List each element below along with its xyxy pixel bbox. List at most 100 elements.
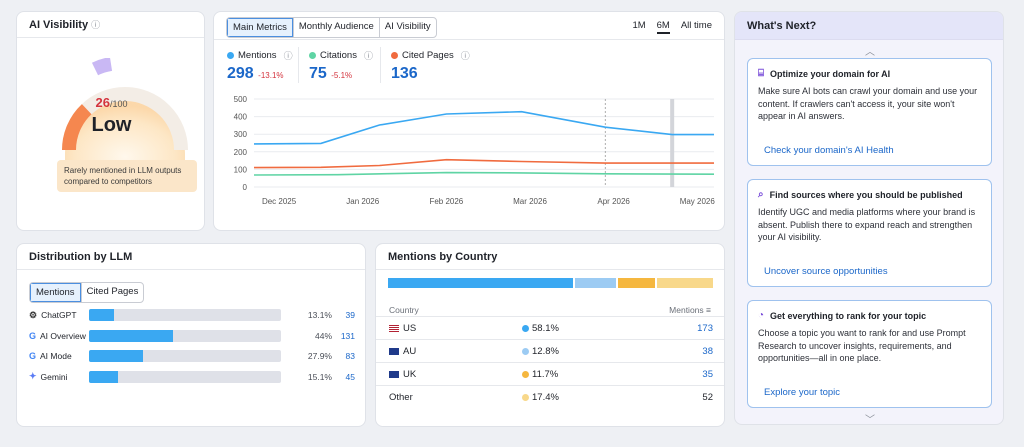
country-row[interactable]: UK 11.7% 35 bbox=[376, 362, 724, 385]
info-icon[interactable]: ⓘ bbox=[460, 51, 470, 61]
summary-mentions[interactable]: Mentions ⓘ 298 -13.1% bbox=[227, 49, 293, 83]
visibility-note: Rarely mentioned in LLM outputs compared… bbox=[57, 160, 197, 192]
x-tick-label: Mar 2026 bbox=[513, 197, 547, 206]
country-percent: 58.1% bbox=[532, 322, 559, 334]
llm-count[interactable]: 131 bbox=[340, 330, 355, 341]
llm-row[interactable]: G AI Overview 44% 131 bbox=[29, 329, 359, 343]
tab-ai-visibility[interactable]: AI Visibility bbox=[378, 18, 436, 37]
country-percent: 17.4% bbox=[532, 391, 559, 403]
whats-next-header: What's Next? bbox=[735, 12, 1003, 40]
country-bar-segment bbox=[657, 278, 713, 288]
country-count[interactable]: 38 bbox=[702, 345, 713, 357]
llm-name: AI Mode bbox=[40, 351, 72, 361]
llm-row[interactable]: ⚙ ChatGPT 13.1% 39 bbox=[29, 308, 359, 322]
score-max: /100 bbox=[109, 99, 128, 109]
series-line-mentions[interactable] bbox=[253, 110, 714, 145]
llm-bar-track bbox=[89, 329, 281, 342]
llm-percent: 13.1% bbox=[307, 310, 332, 320]
country-title: Mentions by Country bbox=[388, 250, 498, 263]
x-tick-label: Feb 2026 bbox=[429, 197, 463, 206]
country-card: Mentions by Country Country Mentions ≡ U… bbox=[375, 243, 725, 427]
search-icon: ⌕ bbox=[758, 189, 764, 200]
range-all-time[interactable]: All time bbox=[680, 20, 712, 31]
mentions-legend-dot bbox=[227, 52, 234, 59]
llm-name: Gemini bbox=[40, 371, 68, 382]
tip-card-topic: ◔ Get everything to rank for your topic C… bbox=[747, 300, 992, 408]
ai-visibility-card: AI Visibility ⓘ 26/100 Low Rarely mentio… bbox=[16, 11, 205, 231]
country-dot bbox=[522, 370, 529, 378]
chevron-up-icon[interactable]: ︿ bbox=[865, 47, 875, 58]
distribution-header: Distribution by LLM bbox=[17, 244, 365, 270]
y-tick-label: 100 bbox=[234, 165, 248, 174]
flag-icon bbox=[389, 324, 399, 332]
summary-cited-pages[interactable]: Cited Pages ⓘ 136 bbox=[391, 49, 470, 83]
country-header: Mentions by Country bbox=[376, 244, 724, 270]
series-line-cited-pages[interactable] bbox=[253, 158, 714, 169]
check-ai-health-link[interactable]: Check your domain's AI Health bbox=[764, 145, 894, 156]
country-row[interactable]: AU 12.8% 38 bbox=[376, 339, 724, 362]
summary-mentions-label: Mentions bbox=[238, 50, 277, 61]
llm-percent: 44% bbox=[314, 330, 332, 341]
llm-name: AI Overview bbox=[40, 330, 86, 341]
chatgpt-icon: ⚙ bbox=[29, 309, 38, 320]
pie-icon: ◔ bbox=[758, 310, 765, 321]
flag-icon bbox=[389, 347, 399, 355]
score-block: 26/100 Low bbox=[17, 94, 204, 137]
country-count[interactable]: 173 bbox=[697, 322, 713, 334]
tip-title-topic: Get everything to rank for your topic bbox=[770, 310, 927, 321]
country-name: US bbox=[403, 322, 417, 334]
country-percent: 12.8% bbox=[532, 345, 559, 357]
metrics-card: Main Metrics Monthly Audience AI Visibil… bbox=[213, 11, 725, 231]
tip-card-optimize: ⌸ Optimize your domain for AI Make sure A… bbox=[747, 58, 992, 166]
visibility-level: Low bbox=[91, 114, 132, 136]
llm-count[interactable]: 39 bbox=[345, 310, 355, 320]
country-count[interactable]: 35 bbox=[702, 368, 713, 380]
info-icon[interactable]: ⓘ bbox=[91, 20, 101, 30]
gemini-icon: ✦ bbox=[29, 371, 37, 381]
llm-bar-fill bbox=[89, 309, 115, 321]
google-icon: G bbox=[29, 351, 37, 361]
mentions-column-header[interactable]: Mentions ≡ bbox=[669, 305, 711, 315]
llm-bar-track bbox=[89, 370, 281, 383]
llm-bar-fill bbox=[89, 370, 118, 383]
llm-row[interactable]: G AI Mode 27.9% 83 bbox=[29, 349, 359, 363]
info-icon[interactable]: ⓘ bbox=[363, 51, 373, 61]
summary-citations[interactable]: Citations ⓘ 75 -5.1% bbox=[309, 49, 373, 83]
llm-count[interactable]: 83 bbox=[345, 351, 355, 361]
distribution-title: Distribution by LLM bbox=[29, 250, 133, 263]
tip-title-optimize: Optimize your domain for AI bbox=[770, 68, 891, 79]
gauge-fill bbox=[62, 104, 92, 151]
tab-main-metrics[interactable]: Main Metrics bbox=[227, 18, 293, 37]
llm-percent: 27.9% bbox=[307, 351, 332, 361]
tip-title-sources: Find sources where you should be publish… bbox=[769, 189, 963, 200]
tab-mentions[interactable]: Mentions bbox=[30, 283, 81, 302]
info-icon[interactable]: ⓘ bbox=[283, 51, 293, 61]
whats-next-card: What's Next? ︿ ⌸ Optimize your domain for… bbox=[734, 11, 1004, 425]
series-line-citations[interactable] bbox=[253, 171, 715, 176]
tab-monthly-audience[interactable]: Monthly Audience bbox=[292, 18, 379, 37]
distribution-card: Distribution by LLM Mentions Cited Pages… bbox=[16, 243, 366, 427]
country-dot bbox=[522, 347, 529, 355]
uncover-sources-link[interactable]: Uncover source opportunities bbox=[764, 266, 888, 277]
country-row[interactable]: Other 17.4% 52 bbox=[376, 385, 724, 408]
country-stacked-bar bbox=[388, 278, 713, 288]
x-tick-label: May 2026 bbox=[680, 197, 716, 206]
tab-cited-pages[interactable]: Cited Pages bbox=[80, 283, 144, 302]
range-6m[interactable]: 6M bbox=[656, 20, 670, 34]
country-row[interactable]: US 58.1% 173 bbox=[376, 316, 724, 339]
llm-count[interactable]: 45 bbox=[345, 371, 355, 382]
hover-marker[interactable] bbox=[670, 99, 675, 187]
domain-icon: ⌸ bbox=[758, 68, 764, 79]
metrics-tabs: Main Metrics Monthly Audience AI Visibil… bbox=[226, 17, 437, 38]
country-count: 52 bbox=[702, 391, 713, 403]
flag-icon bbox=[389, 370, 399, 378]
explore-topic-link[interactable]: Explore your topic bbox=[764, 387, 841, 398]
sort-icon[interactable]: ≡ bbox=[706, 305, 711, 315]
tip-body-optimize: Make sure AI bots can crawl your domain … bbox=[758, 86, 978, 121]
tip-body-sources: Identify UGC and media platforms where y… bbox=[758, 207, 976, 242]
range-1m[interactable]: 1M bbox=[632, 20, 646, 31]
llm-row[interactable]: ✦ Gemini 15.1% 45 bbox=[29, 370, 359, 384]
chevron-down-icon[interactable]: ﹀ bbox=[865, 415, 875, 425]
y-tick-label: 0 bbox=[243, 183, 248, 192]
y-tick-label: 300 bbox=[234, 130, 248, 139]
